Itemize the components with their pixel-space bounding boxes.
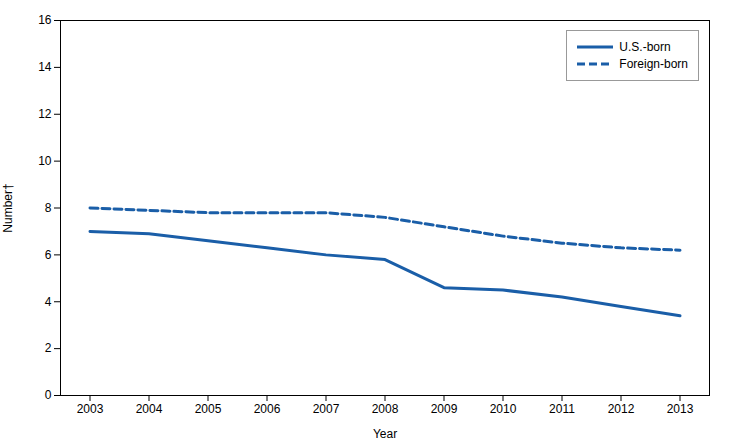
svg-text:2012: 2012: [608, 402, 635, 416]
svg-text:2009: 2009: [431, 402, 458, 416]
svg-text:2004: 2004: [136, 402, 163, 416]
svg-text:16: 16: [38, 13, 52, 27]
svg-text:2011: 2011: [549, 402, 575, 416]
html-text:Foreign-born: Foreign-born: [619, 57, 688, 71]
svg-text:2005: 2005: [195, 402, 222, 416]
svg-text:4: 4: [45, 295, 52, 309]
svg-text:8: 8: [45, 201, 52, 215]
svg-text:Number†: Number†: [1, 183, 15, 232]
svg-text:12: 12: [38, 107, 52, 121]
svg-text:2006: 2006: [254, 402, 281, 416]
svg-text:14: 14: [38, 60, 52, 74]
svg-text:2003: 2003: [77, 402, 104, 416]
svg-text:Year: Year: [373, 427, 397, 441]
svg-text:2007: 2007: [313, 402, 340, 416]
html-text:U.S.-born: U.S.-born: [619, 40, 671, 54]
svg-text:2013: 2013: [667, 402, 694, 416]
svg-text:2010: 2010: [490, 402, 517, 416]
svg-text:2: 2: [45, 341, 52, 355]
svg-text:6: 6: [45, 248, 52, 262]
svg-text:10: 10: [38, 154, 52, 168]
svg-text:2008: 2008: [372, 402, 399, 416]
svg-text:0: 0: [45, 388, 52, 402]
